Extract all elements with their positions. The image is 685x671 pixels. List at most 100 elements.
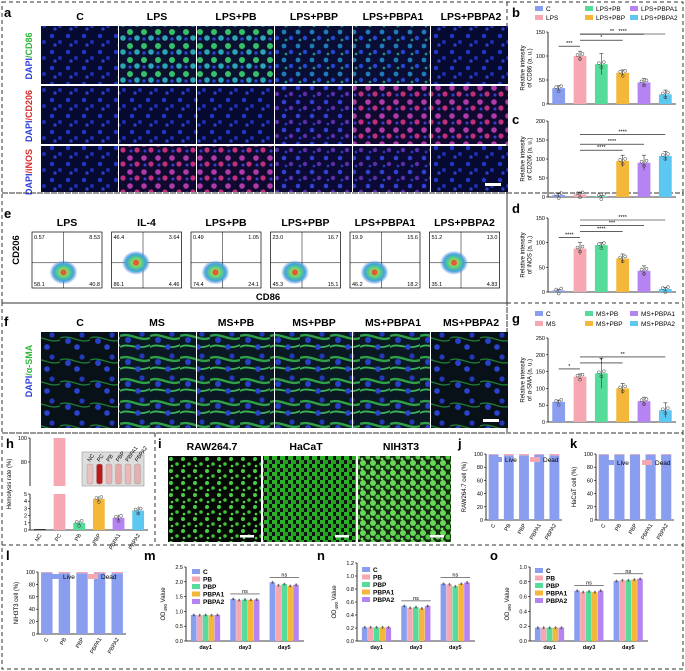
chart-layer: CLPSLPS+PBLPS+PBPLPS+PBPA1LPS+PBPA205010… [7, 6, 678, 655]
bar-PBPA1-day1 [552, 627, 559, 641]
y-axis-label: Relative intensityof iNOS (a. u.) [521, 232, 534, 277]
bar-PB-day5 [619, 580, 626, 641]
panel-f: DAPI/α-SMA C MS MS+PB MS+PBP MS+PBPA1 MS… [24, 317, 508, 428]
significance-label: ns [242, 589, 248, 595]
legend-label: Live [617, 460, 629, 467]
chart-g: 0 50 100 150 200 250 Relative intensityof α-SM… [521, 336, 676, 426]
y-axis-label-subscript: 490 [163, 604, 168, 612]
significance-label: **** [597, 227, 606, 233]
column-header: LPS+PBPA2 [441, 11, 502, 23]
data-point [576, 589, 579, 592]
significance-label: *** [609, 221, 616, 227]
bar-PB-day3 [236, 600, 242, 641]
data-point [255, 598, 258, 601]
data-point [644, 397, 649, 401]
bar-live-PBPA2 [549, 455, 560, 520]
data-point [666, 406, 670, 410]
column-header: C [76, 317, 84, 329]
data-point [663, 157, 668, 161]
live-dead-image-hacat [263, 456, 356, 542]
bar-LPS+PBPA2 [658, 155, 672, 197]
data-point [620, 162, 625, 166]
bar-PBP [92, 499, 105, 530]
y-axis-label: Relative intensityof α-SMA (a. u.) [521, 357, 534, 402]
x-tick-label: PBPA1 [89, 637, 103, 655]
data-point [580, 52, 585, 56]
significance-label: **** [597, 145, 606, 151]
tube-PBPA2 [134, 463, 141, 485]
micrograph-c-sma [41, 332, 118, 428]
x-tick-label: PBP [517, 523, 528, 536]
legend-swatch [362, 582, 370, 587]
column-header: RAW264.7 [187, 441, 238, 453]
bar-LPS [573, 248, 587, 292]
bar-PBPA1-day3 [591, 592, 598, 641]
panel-letter: b [512, 5, 520, 20]
data-point [559, 398, 563, 402]
legend-label: C [546, 568, 551, 575]
legend-swatch [362, 574, 370, 580]
y-tick-label: 0.5 [175, 624, 183, 630]
x-tick-label: PC [54, 533, 63, 543]
column-header: LPS [147, 11, 167, 23]
y-tick-label: 20 [587, 505, 593, 511]
column-header: LPS+PB [215, 11, 257, 23]
data-point [578, 57, 582, 61]
data-point [554, 85, 558, 89]
column-header: LPS+PBP [281, 217, 329, 229]
scale-bar [430, 535, 444, 538]
data-point [192, 613, 195, 617]
bar-LPS+PB [594, 245, 608, 292]
y-tick-label: 1 [24, 521, 27, 527]
micrograph-c-cd86 [41, 26, 118, 84]
bar-MS+PB [594, 373, 608, 422]
data-point [618, 385, 622, 390]
legend-swatch [585, 6, 593, 11]
data-point [578, 377, 582, 382]
quadrant-value: 3.64 [169, 235, 180, 241]
data-point [639, 398, 644, 402]
data-point [639, 79, 644, 84]
legend-swatch [604, 460, 614, 465]
y-tick-label: 80 [29, 582, 35, 588]
bar-LPS+PBPA1 [637, 270, 651, 292]
legend-label: C [546, 6, 551, 13]
column-header: MS [149, 317, 165, 329]
legend-swatch [192, 599, 200, 604]
y-tick-label: 50 [539, 78, 545, 84]
row-label-sma: DAPI/α-SMA [24, 344, 34, 397]
y-axis-label: RAW264.7 cell (%) [462, 462, 468, 512]
data-point [599, 65, 604, 69]
data-point [99, 495, 104, 499]
data-point [602, 369, 606, 374]
bar-PB [73, 522, 86, 530]
bar-PBP-day1 [373, 627, 380, 641]
data-point [249, 598, 252, 601]
legend-swatch [362, 597, 370, 602]
significance-label: * [568, 364, 571, 370]
legend-label: LPS [546, 15, 559, 22]
data-point [283, 583, 286, 586]
data-point [661, 91, 665, 96]
bar-PB-day1 [196, 615, 203, 641]
y-axis-label-line: of iNOS (a. u.) [528, 236, 534, 274]
micrograph-ms-sma [119, 332, 196, 428]
y-axis-label-part: Value [505, 587, 511, 604]
data-point [559, 84, 563, 88]
legend-swatch [535, 6, 543, 11]
row-label-cd86: DAPI/CD86 [24, 32, 34, 79]
y-axis-label-line: Relative intensity [521, 45, 527, 90]
data-point [620, 259, 625, 264]
y-tick-label: 0.0 [175, 639, 183, 645]
bar-LPS+PBP [616, 72, 630, 104]
micrograph-lpspbpa1-cd86 [353, 26, 430, 84]
micrograph-lps-cd206 [119, 86, 196, 144]
data-point [116, 519, 121, 523]
legend-label: Dead [655, 460, 671, 467]
bar-PBPA1-day3 [247, 599, 254, 641]
bar-PBPA2-day5 [293, 584, 299, 641]
legend-g: C MS MS+PB MS+PBP MS+PBPA1 MS+PBPA2 [535, 311, 675, 328]
y-tick-label: 2.5 [175, 565, 183, 571]
panel-letter: o [490, 548, 498, 563]
